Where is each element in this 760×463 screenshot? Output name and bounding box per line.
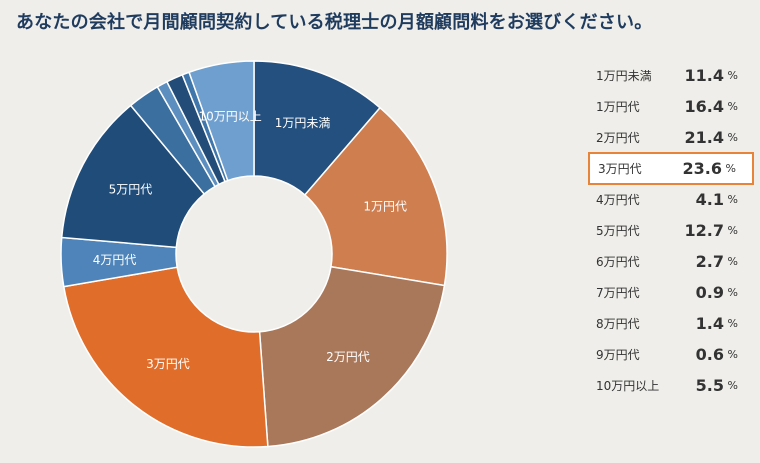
legend-label: 8万円代 — [596, 317, 640, 331]
legend-label: 1万円代 — [596, 100, 640, 114]
slice-label-4: 4万円代 — [93, 253, 137, 267]
pie-slice-3 — [62, 266, 269, 448]
legend-row-3: 3万円代 23.6% — [588, 152, 754, 185]
slice-label-0: 1万円未満 — [275, 116, 331, 130]
legend-row-5: 5万円代 12.7% — [588, 215, 754, 246]
legend-row-8: 8万円代 1.4% — [588, 308, 754, 339]
legend-value: 0.6 — [695, 345, 724, 364]
chart-title: あなたの会社で月間顧問契約している税理士の月額顧問料をお選びください。 — [16, 12, 653, 33]
legend-unit: % — [727, 286, 738, 299]
legend-value: 4.1 — [695, 190, 724, 209]
legend-value: 1.4 — [695, 314, 724, 333]
legend: 1万円未満 11.4% 1万円代 16.4% 2万円代 21.4% 3万円代 23.6% 4万円… — [588, 60, 754, 401]
legend-row-1: 1万円代 16.4% — [588, 91, 754, 122]
legend-label: 1万円未満 — [596, 69, 652, 83]
legend-unit: % — [727, 379, 738, 392]
legend-value: 5.5 — [695, 376, 724, 395]
legend-row-4: 4万円代 4.1% — [588, 184, 754, 215]
legend-value: 12.7 — [684, 221, 724, 240]
legend-label: 2万円代 — [596, 131, 640, 145]
legend-label: 5万円代 — [596, 224, 640, 238]
legend-label: 9万円代 — [596, 348, 640, 362]
legend-value: 16.4 — [684, 97, 724, 116]
legend-unit: % — [727, 69, 738, 82]
slice-label-1: 1万円代 — [363, 199, 407, 213]
legend-label: 7万円代 — [596, 286, 640, 300]
legend-label: 4万円代 — [596, 193, 640, 207]
legend-value: 0.9 — [695, 283, 724, 302]
slice-label-10: 10万円以上 — [199, 110, 262, 124]
legend-value: 11.4 — [684, 66, 724, 85]
slice-label-2: 2万円代 — [326, 350, 370, 364]
slice-label-3: 3万円代 — [146, 357, 190, 371]
pie-slice-1 — [303, 106, 448, 287]
legend-unit: % — [727, 317, 738, 330]
legend-unit: % — [727, 255, 738, 268]
legend-unit: % — [727, 131, 738, 144]
legend-row-0: 1万円未満 11.4% — [588, 60, 754, 91]
legend-row-2: 2万円代 21.4% — [588, 122, 754, 153]
legend-unit: % — [727, 100, 738, 113]
legend-label: 10万円以上 — [596, 379, 660, 393]
legend-row-7: 7万円代 0.9% — [588, 277, 754, 308]
legend-unit: % — [727, 348, 738, 361]
legend-label: 3万円代 — [598, 162, 642, 176]
legend-row-10: 10万円以上 5.5% — [588, 370, 754, 401]
slice-label-5: 5万円代 — [109, 182, 153, 196]
pie-slice-5 — [60, 104, 206, 249]
pie-slice-2 — [258, 265, 446, 448]
legend-unit: % — [727, 224, 738, 237]
pie-slice-10 — [188, 60, 255, 182]
legend-row-9: 9万円代 0.6% — [588, 339, 754, 370]
legend-row-6: 6万円代 2.7% — [588, 246, 754, 277]
legend-value: 21.4 — [684, 128, 724, 147]
legend-value: 2.7 — [695, 252, 724, 271]
legend-unit: % — [727, 193, 738, 206]
legend-unit: % — [725, 162, 736, 175]
legend-label: 6万円代 — [596, 255, 640, 269]
legend-value: 23.6 — [682, 159, 722, 178]
